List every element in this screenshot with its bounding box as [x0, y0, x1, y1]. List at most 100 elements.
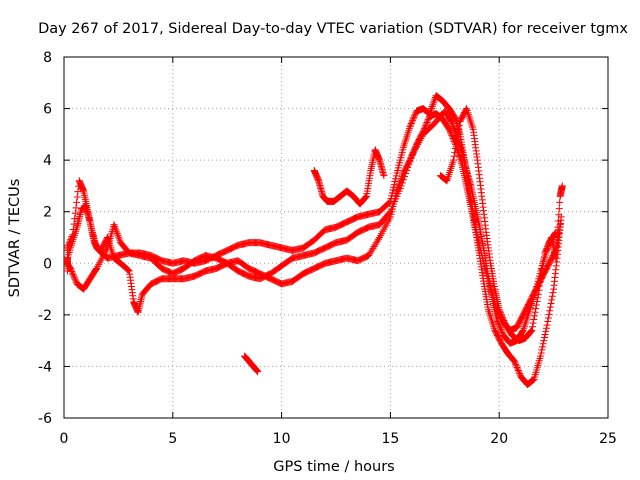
data-point — [385, 209, 393, 217]
data-point — [124, 265, 132, 273]
data-point — [558, 182, 566, 190]
data-point — [541, 249, 549, 257]
y-tick-label: 0 — [43, 256, 52, 272]
data-point — [429, 99, 437, 107]
data-point — [500, 317, 508, 325]
data-point — [110, 221, 118, 229]
data-point — [366, 250, 374, 258]
data-point — [361, 194, 369, 202]
data-point — [548, 292, 556, 300]
data-point — [111, 224, 119, 232]
data-point — [67, 264, 75, 272]
data-point — [68, 268, 76, 276]
data-point — [552, 228, 560, 236]
data-point — [452, 141, 460, 149]
data-point — [555, 205, 563, 213]
data-point — [536, 278, 544, 286]
data-point — [442, 176, 450, 184]
data-point — [254, 368, 262, 376]
data-points — [64, 92, 566, 388]
data-point — [534, 290, 542, 298]
data-point — [403, 166, 411, 174]
data-point — [430, 97, 438, 105]
data-point — [385, 198, 393, 206]
x-tick-label: 25 — [599, 431, 617, 447]
grid-lines — [64, 57, 608, 418]
data-point — [493, 316, 501, 324]
data-point — [448, 119, 456, 127]
data-point — [556, 198, 564, 206]
data-point — [532, 305, 540, 313]
data-point — [512, 360, 520, 368]
data-point — [539, 343, 547, 351]
data-point — [368, 246, 376, 254]
data-point — [72, 277, 80, 285]
series-track-d — [310, 146, 388, 208]
data-point — [69, 231, 77, 239]
data-point — [116, 237, 124, 245]
data-point — [392, 175, 400, 183]
data-point — [539, 261, 547, 269]
data-point — [537, 349, 545, 357]
series-track-f — [436, 105, 566, 345]
data-point — [69, 271, 77, 279]
data-point — [530, 312, 538, 320]
data-point — [542, 327, 550, 335]
data-point — [494, 319, 502, 327]
data-point — [494, 318, 502, 326]
data-point — [407, 154, 415, 162]
y-axis-label: SDTVAR / TECUs — [7, 179, 23, 298]
data-point — [429, 101, 437, 109]
data-point — [74, 188, 82, 196]
data-point — [554, 229, 562, 237]
data-point — [113, 228, 121, 236]
x-tick-label: 20 — [490, 431, 508, 447]
data-point — [552, 254, 560, 262]
data-point — [422, 120, 430, 128]
data-point — [543, 244, 551, 252]
data-point — [498, 313, 506, 321]
data-point — [369, 244, 377, 252]
data-point — [399, 176, 407, 184]
data-point — [542, 324, 550, 332]
data-point — [370, 243, 378, 251]
data-point — [66, 237, 74, 245]
x-axis: 0 5 10 15 20 25 — [60, 57, 617, 447]
chart-title: Day 267 of 2017, Sidereal Day-to-day VTE… — [38, 21, 628, 37]
data-point — [529, 319, 537, 327]
x-tick-label: 0 — [60, 431, 69, 447]
data-point — [406, 123, 414, 131]
data-point — [67, 266, 75, 274]
data-point — [447, 117, 455, 125]
data-point — [498, 312, 506, 320]
data-point — [496, 322, 504, 330]
x-tick-label: 15 — [381, 431, 399, 447]
data-point — [67, 234, 75, 242]
data-point — [497, 310, 505, 318]
data-point — [514, 365, 522, 373]
data-point — [451, 148, 459, 156]
data-point — [553, 242, 561, 250]
data-point — [554, 217, 562, 225]
data-point — [553, 236, 561, 244]
data-point — [518, 327, 526, 335]
data-point — [64, 242, 72, 250]
data-point — [450, 125, 458, 133]
data-point — [530, 315, 538, 323]
data-point — [453, 137, 461, 145]
data-point — [72, 204, 80, 212]
data-point — [510, 357, 518, 365]
data-point — [445, 125, 453, 133]
data-point — [454, 129, 462, 137]
y-tick-label: -4 — [38, 359, 52, 375]
data-point — [411, 112, 419, 120]
data-point — [398, 179, 406, 187]
data-point — [540, 253, 548, 261]
data-point — [367, 248, 375, 256]
data-point — [402, 170, 410, 178]
data-point — [538, 265, 546, 273]
data-point — [397, 182, 405, 190]
data-point — [539, 340, 547, 348]
data-point — [390, 180, 398, 188]
data-point — [455, 121, 463, 129]
